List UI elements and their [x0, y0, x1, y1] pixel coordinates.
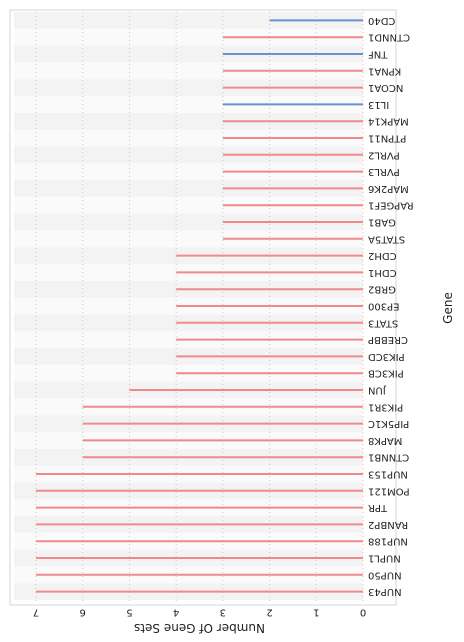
row-stripe [14, 230, 363, 248]
gene-label: NUPL1 [368, 553, 401, 564]
gene-label: KPNA1 [368, 65, 401, 76]
gridlines [35, 12, 364, 603]
gene-label: IL13 [368, 99, 389, 110]
gene-labels: NUP43 NUP50 NUPL1 NUP188 RANBP2 TPR POM121 NUP1… [368, 15, 414, 597]
gene-label: CREBBP [368, 334, 408, 345]
x-tick-label: 0 [360, 607, 366, 618]
gene-label: TNF [368, 49, 389, 60]
x-tick-labels: 0 1 2 3 4 5 6 7 [33, 607, 366, 618]
gene-label: STAT5A [368, 233, 405, 244]
gene-label: CD40 [368, 15, 395, 26]
x-tick-label: 3 [220, 607, 226, 618]
x-axis-title: Number Of Gene Sets [134, 621, 265, 635]
gene-label: GAB1 [368, 217, 396, 228]
row-stripe [14, 28, 363, 46]
gene-label: CTNNB1 [368, 452, 409, 463]
gene-label: PIP5K1C [368, 418, 409, 429]
x-tick-label: 1 [313, 607, 319, 618]
gene-label: PVRL2 [368, 149, 400, 160]
row-stripe [14, 196, 363, 214]
gene-label: STAT3 [368, 317, 398, 328]
row-stripe [14, 12, 363, 29]
gene-label: GRB2 [368, 284, 396, 295]
x-tick-label: 5 [126, 607, 132, 618]
x-tick-label: 4 [173, 607, 179, 618]
x-tick-label: 7 [33, 607, 39, 618]
row-stripe [14, 180, 363, 197]
gene-label: TPR [368, 502, 388, 513]
x-tick-label: 2 [266, 607, 272, 618]
gene-label: NUP188 [368, 536, 408, 547]
gene-label: PTPN11 [368, 133, 406, 144]
row-stripe [14, 45, 363, 63]
gene-label: NUP50 [368, 569, 402, 580]
gene-label: CDH1 [368, 267, 397, 278]
gene-label: RAPGEF1 [368, 200, 414, 211]
row-stripe [14, 96, 363, 113]
gene-label: NUP153 [368, 469, 408, 480]
gene-label: RANBP2 [368, 519, 408, 530]
y-axis-title: Gene [441, 292, 455, 324]
row-stripe [14, 112, 363, 130]
row-stripe [14, 129, 363, 147]
gene-label: PIK3CB [368, 368, 404, 379]
row-stripe [14, 163, 363, 180]
row-stripe [14, 79, 363, 96]
gene-label: POM121 [368, 485, 410, 496]
x-tick-label: 6 [80, 607, 86, 618]
gene-label: CDH2 [368, 250, 397, 261]
bars [36, 19, 363, 593]
row-stripe [14, 146, 363, 164]
gene-label: NUP43 [368, 586, 402, 597]
gene-label: MAPK14 [368, 116, 409, 127]
gene-label: PIK3R1 [368, 401, 403, 412]
gene-label: MAP2K6 [368, 183, 409, 194]
gene-label: PIK3CD [368, 351, 405, 362]
gene-label: JUN [368, 385, 387, 396]
gene-label: EP300 [368, 301, 399, 312]
gene-label: MAPK8 [368, 435, 402, 446]
gene-label: PVRL3 [368, 166, 400, 177]
row-stripe [14, 62, 363, 80]
gene-label: CTNND1 [368, 32, 410, 43]
row-stripe [14, 213, 363, 231]
gene-label: NCOA1 [368, 82, 403, 93]
